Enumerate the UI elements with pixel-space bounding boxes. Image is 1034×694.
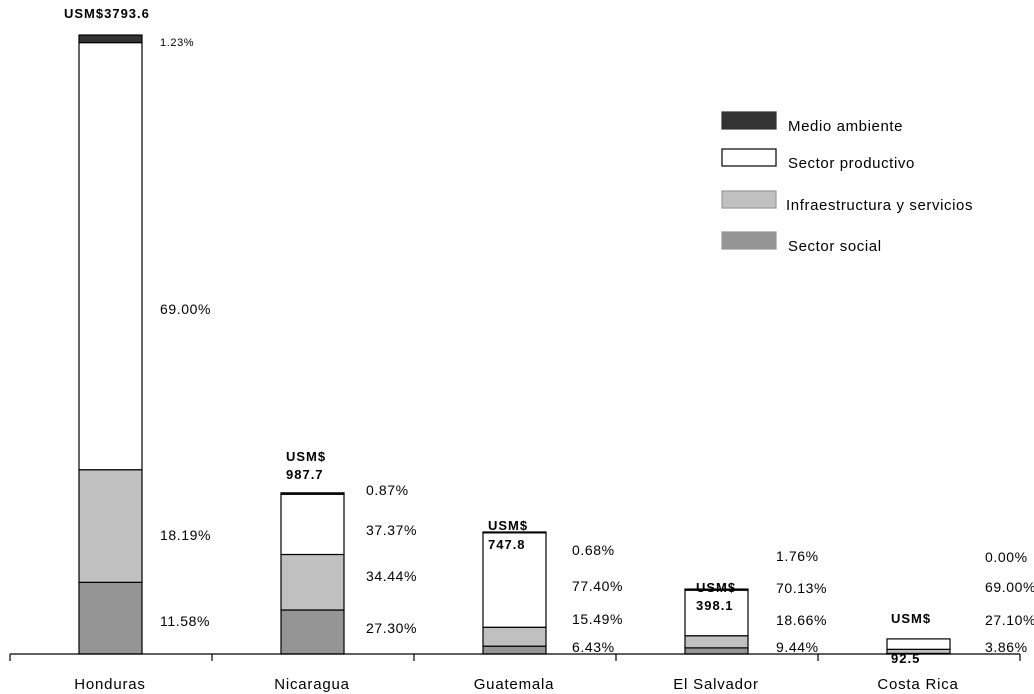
legend-swatch-sector-social — [721, 231, 777, 250]
legend-label-sector-productivo: Sector productivo — [788, 155, 915, 172]
bar-honduras-sector-productivo — [78, 42, 143, 471]
data-label-costa-rica-sector-social: 3.86% — [985, 639, 1028, 655]
bar-honduras-infraestructura-y-servicios — [78, 469, 143, 583]
data-label-costa-rica-sector-productivo: 69.00% — [985, 579, 1034, 595]
bar-el-salvador-medio-ambiente — [684, 588, 749, 591]
bar-nicaragua-sector-productivo — [280, 493, 345, 556]
bar-nicaragua-sector-social — [280, 609, 345, 655]
data-label-honduras-infraestructura-y-servicios: 18.19% — [160, 527, 211, 543]
bar-honduras-medio-ambiente — [78, 34, 143, 44]
data-label-el-salvador-sector-productivo: 70.13% — [776, 580, 827, 596]
x-tick-label-honduras: Honduras — [74, 676, 145, 693]
total-label-guatemala-line-1: USM$ — [488, 518, 528, 533]
legend-swatch-sector-productivo — [721, 148, 777, 167]
data-label-nicaragua-sector-social: 27.30% — [366, 620, 417, 636]
total-label-el-salvador-line-1: USM$ — [696, 580, 736, 595]
x-tick-label-el-salvador: El Salvador — [673, 676, 759, 693]
total-label-nicaragua-line-1: USM$ — [286, 449, 326, 464]
data-label-nicaragua-infraestructura-y-servicios: 34.44% — [366, 568, 417, 584]
bar-honduras-sector-social — [78, 581, 143, 655]
bar-nicaragua-infraestructura-y-servicios — [280, 553, 345, 611]
bar-el-salvador-sector-social — [684, 647, 749, 655]
data-label-guatemala-sector-productivo: 77.40% — [572, 578, 623, 594]
data-label-nicaragua-sector-productivo: 37.37% — [366, 522, 417, 538]
data-label-guatemala-infraestructura-y-servicios: 15.49% — [572, 611, 623, 627]
legend-swatch-medio-ambiente — [721, 111, 777, 130]
labels-layer: 11.58% 18.19% 69.00% 1.23% USM$3793.6 27.30% 3… — [64, 6, 1034, 666]
legend-label-medio-ambiente: Medio ambiente — [788, 118, 903, 135]
legend-swatch-infraestructura-y-servicios — [721, 190, 777, 209]
total-label-guatemala-line-2: 747.8 — [488, 537, 526, 552]
data-label-nicaragua-medio-ambiente: 0.87% — [366, 482, 409, 498]
bar-el-salvador-sector-productivo — [684, 589, 749, 637]
total-label-nicaragua-line-2: 987.7 — [286, 467, 324, 482]
legend-label-sector-social: Sector social — [788, 238, 882, 255]
data-label-guatemala-medio-ambiente: 0.68% — [572, 542, 615, 558]
data-label-costa-rica-infraestructura-y-servicios: 27.10% — [985, 612, 1034, 628]
bars-layer — [78, 34, 951, 655]
total-label-el-salvador-line-2: 398.1 — [696, 598, 734, 613]
x-tick-label-guatemala: Guatemala — [474, 676, 555, 693]
bar-nicaragua-medio-ambiente — [280, 492, 345, 495]
bar-el-salvador-infraestructura-y-servicios — [684, 635, 749, 649]
data-label-el-salvador-medio-ambiente: 1.76% — [776, 548, 819, 564]
data-label-el-salvador-sector-social: 9.44% — [776, 639, 819, 655]
legend-label-infraestructura-y-servicios: Infraestructura y servicios — [786, 197, 973, 214]
bar-guatemala-infraestructura-y-servicios — [482, 626, 547, 647]
data-label-guatemala-sector-social: 6.43% — [572, 639, 615, 655]
total-label-costa-rica-line-2: 92.5 — [891, 651, 920, 666]
data-label-honduras-medio-ambiente: 1.23% — [160, 37, 194, 49]
bar-costa-rica-sector-productivo — [886, 638, 951, 650]
data-label-costa-rica-medio-ambiente: 0.00% — [985, 549, 1028, 565]
bar-guatemala-medio-ambiente — [482, 531, 547, 534]
data-label-honduras-sector-productivo: 69.00% — [160, 301, 211, 317]
bar-guatemala-sector-social — [482, 645, 547, 655]
x-tick-label-costa-rica: Costa Rica — [877, 676, 958, 693]
total-label-costa-rica-line-1: USM$ — [891, 611, 931, 626]
total-label-honduras-line-1: USM$3793.6 — [64, 6, 150, 21]
data-label-el-salvador-infraestructura-y-servicios: 18.66% — [776, 612, 827, 628]
legend: Medio ambiente Sector productivo Infraestr… — [721, 111, 973, 255]
data-label-honduras-sector-social: 11.58% — [160, 613, 210, 629]
x-axis: Honduras Nicaragua Guatemala El Salvador Cos… — [9, 653, 1021, 693]
x-tick-label-nicaragua: Nicaragua — [274, 676, 350, 693]
